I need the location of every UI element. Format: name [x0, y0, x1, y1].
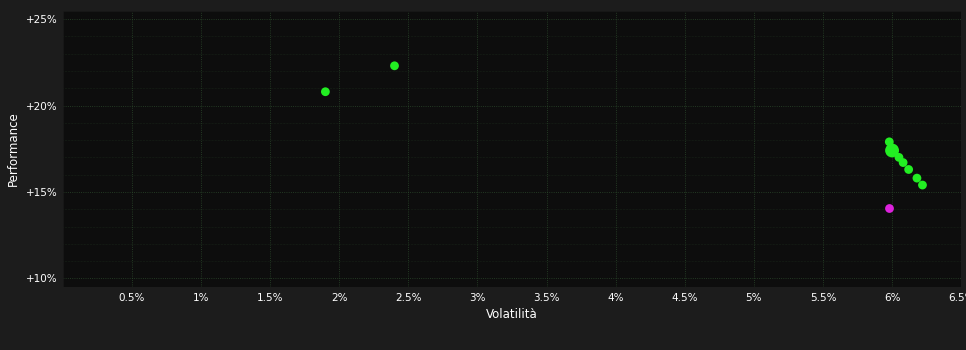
Point — [901, 167, 917, 172]
Y-axis label: Performance: Performance — [7, 111, 20, 186]
Point — [884, 148, 899, 153]
X-axis label: Volatilità: Volatilità — [486, 308, 538, 321]
Point — [892, 155, 907, 160]
Point — [318, 89, 333, 95]
Point — [882, 139, 897, 145]
Point — [895, 160, 911, 166]
Point — [386, 63, 402, 69]
Point — [909, 175, 924, 181]
Point — [915, 182, 930, 188]
Point — [882, 205, 897, 210]
